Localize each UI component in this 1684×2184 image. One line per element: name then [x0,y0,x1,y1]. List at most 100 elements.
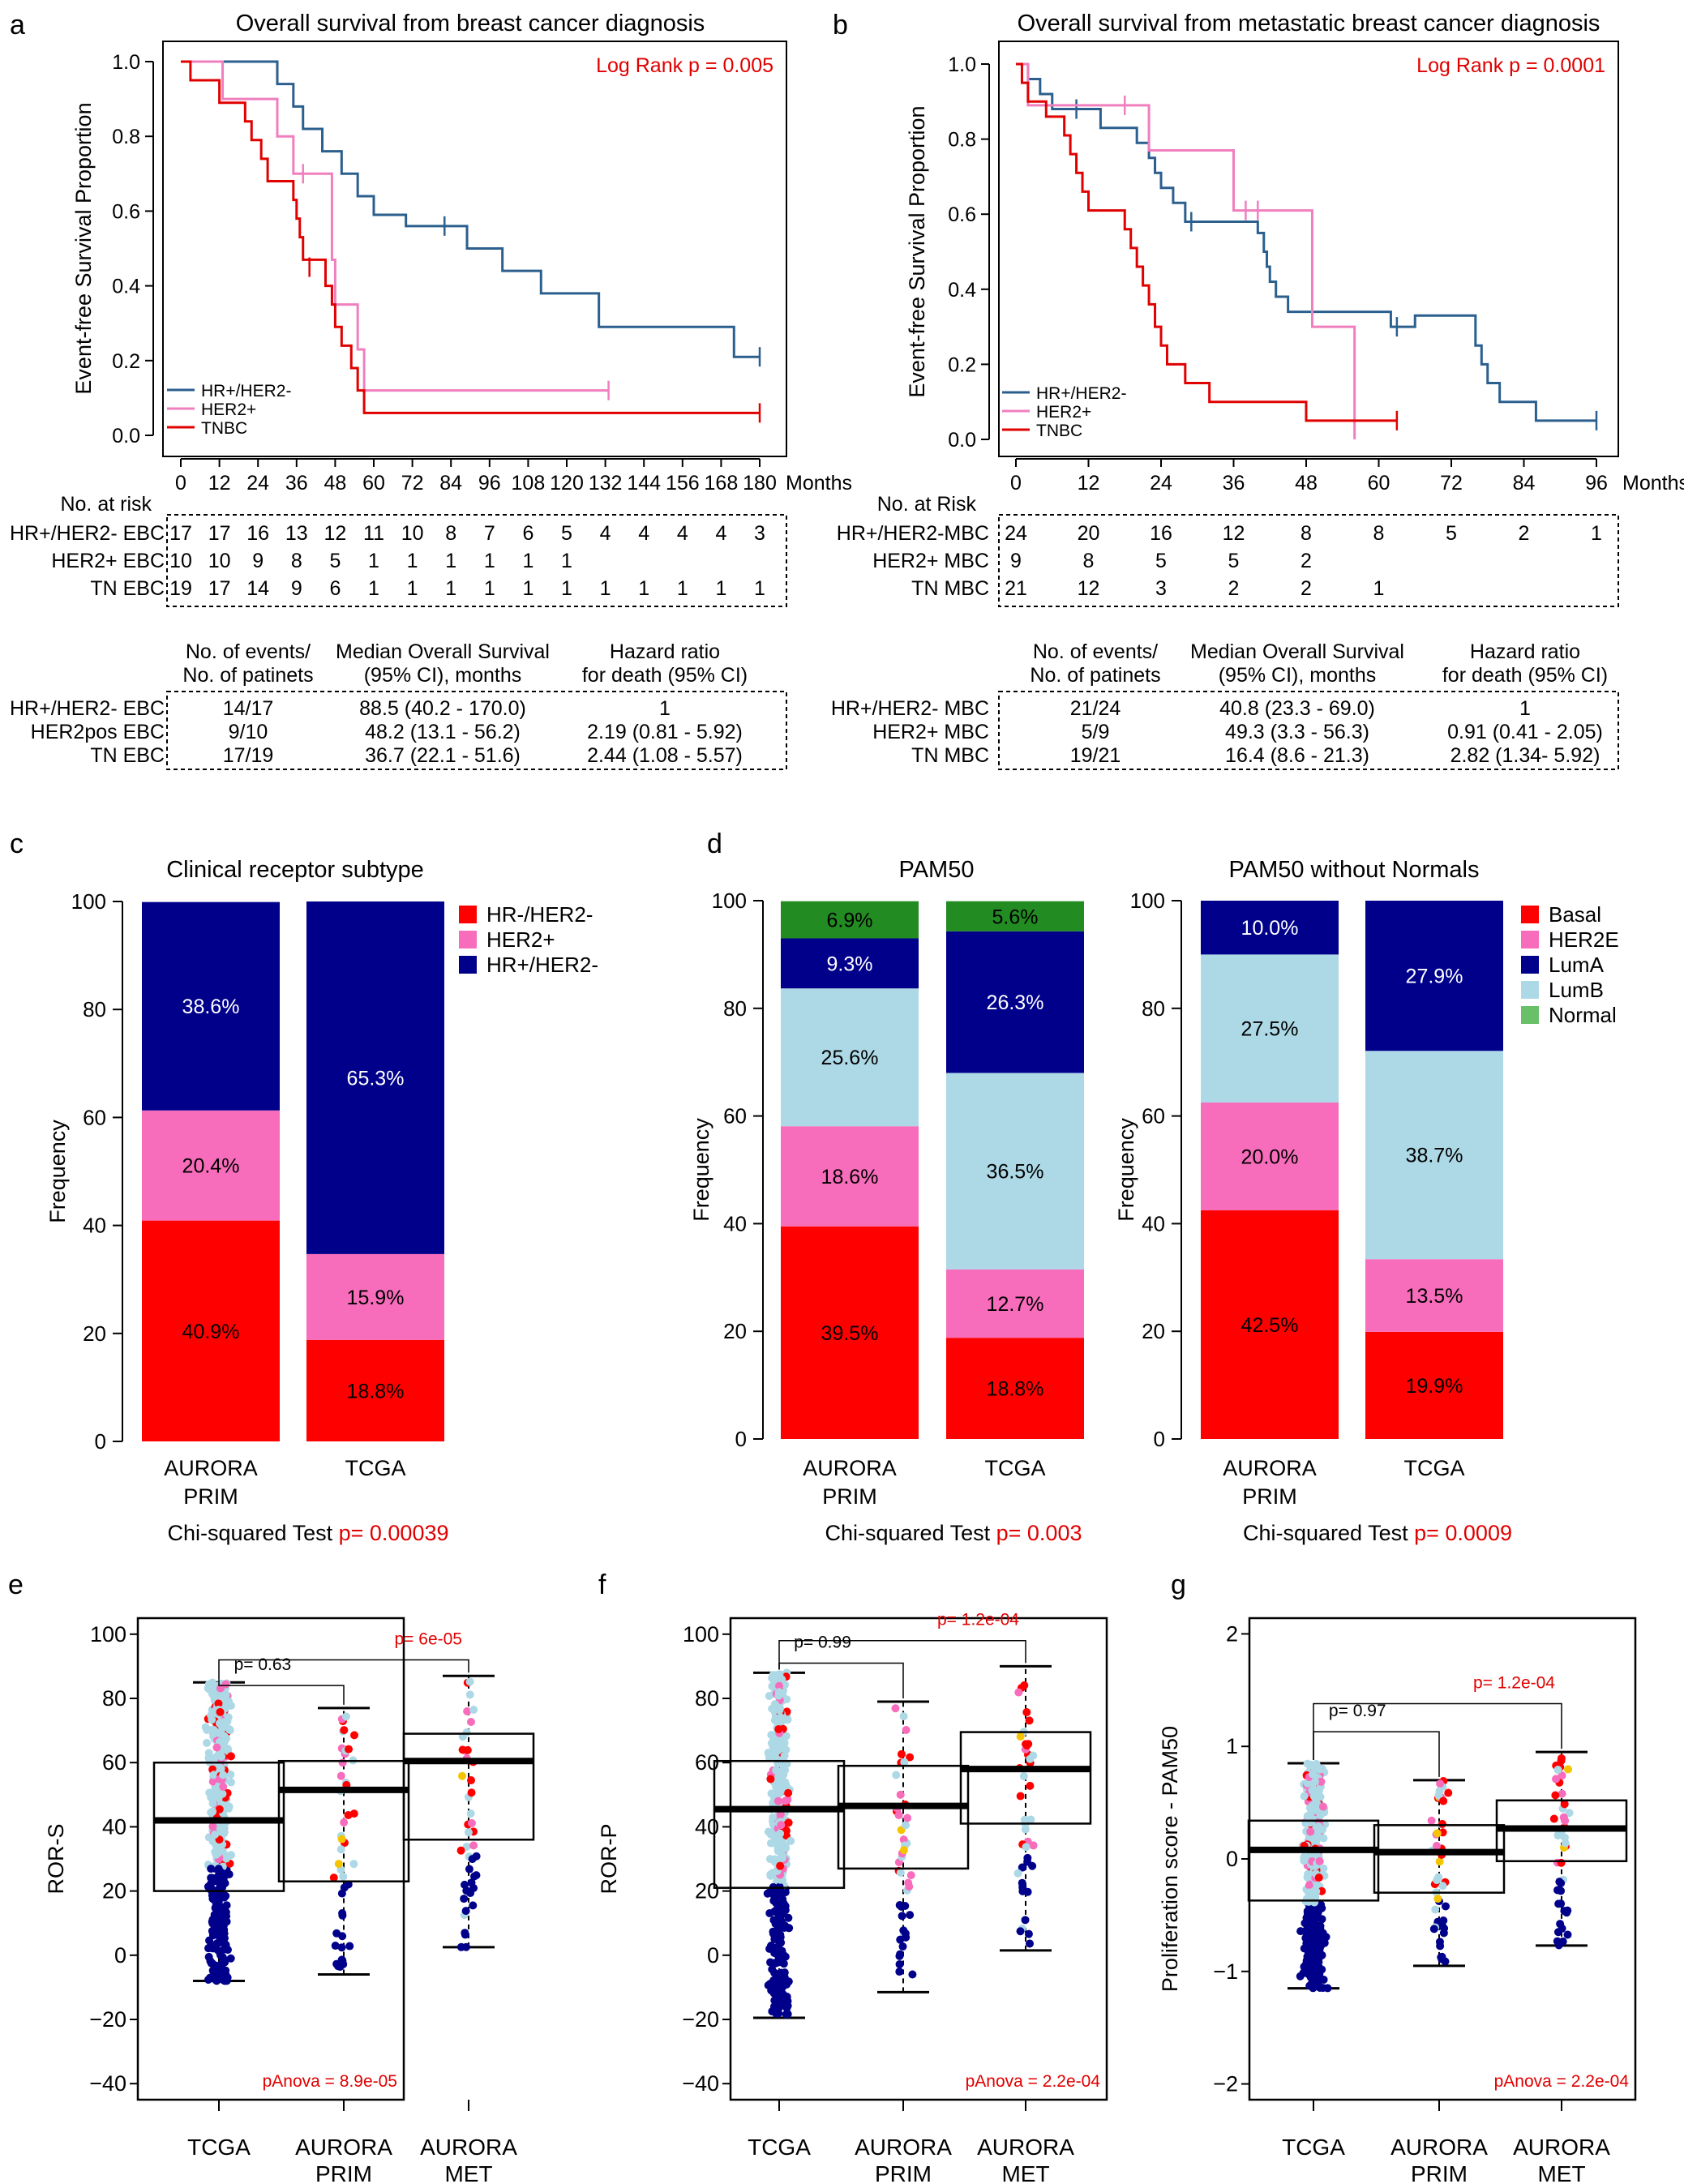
data-point [1563,1930,1572,1939]
data-point [337,1835,346,1844]
data-point [784,1788,793,1797]
stats-value: 17/19 [223,744,274,767]
legend-label: HR-/HER2- [486,902,593,927]
data-point [1029,1841,1038,1850]
bar-segment-LumA [946,931,1084,1073]
data-point [900,1758,909,1766]
stats-value: 5/9 [1082,721,1110,743]
data-point [220,1925,229,1934]
data-point [345,1942,354,1951]
data-point [1438,1819,1446,1828]
test-p-value: p= 0.0009 [1414,1521,1512,1545]
risk-value: 1 [638,577,649,600]
data-point [1025,1716,1034,1725]
data-point [1306,1827,1315,1836]
risk-value: 7 [484,522,495,545]
x-tick-label: 108 [512,472,546,495]
data-point [892,1771,901,1779]
category-label: MET [444,2161,492,2184]
legend-swatch [1521,981,1539,999]
risk-value: 8 [1083,550,1095,572]
data-point [338,1758,347,1767]
data-point [902,1725,911,1734]
box-outline [1247,1819,1380,1902]
data-point [778,1758,787,1766]
data-point [1303,1812,1312,1821]
risk-row-label: TN EBC [90,577,165,600]
risk-value: 1 [561,577,572,600]
stats-header: No. of events/ [1033,640,1158,663]
data-point [901,1901,910,1910]
stats-row-label: HER2pos EBC [31,721,165,743]
risk-value: 12 [1078,577,1100,600]
risk-value: 5 [329,550,341,572]
data-point [774,1688,783,1697]
data-point [334,1860,343,1869]
data-point [467,1878,476,1887]
data-point [345,1745,354,1754]
data-point [221,1736,229,1745]
data-point [338,1932,347,1941]
data-point [1439,1916,1448,1925]
data-point [340,1726,349,1735]
y-tick-label: 0 [1226,1847,1238,1871]
risk-value: 1 [368,550,379,572]
data-point [786,1836,795,1845]
stats-value: 2.82 (1.34- 5.92) [1450,744,1600,767]
bar-value-label: 20.0% [1241,1146,1299,1168]
category-label: AURORA [977,2135,1074,2160]
risk-value: 1 [715,577,726,600]
box-outline [277,1759,410,1882]
data-point [779,1770,788,1779]
data-point [212,1976,221,1985]
survival-curve-HER2+ [181,60,609,392]
data-point [1319,1864,1328,1873]
legend-swatch [459,956,477,974]
bar-segment-Basal [946,1338,1084,1439]
data-point [766,1958,775,1967]
data-point [208,1799,217,1808]
bar-segment-LumA [1201,901,1339,955]
data-point [774,1724,783,1733]
data-point [784,1977,793,1986]
y-tick-label: −20 [682,2007,719,2032]
y-tick-label: 0.2 [112,350,140,373]
chart-title: Overall survival from metastatic breast … [1018,11,1600,36]
bar-value-label: 12.7% [987,1293,1044,1316]
data-point [472,1852,481,1861]
stats-header: Hazard ratio [1470,640,1580,663]
comparison-bracket [1313,1731,1440,1777]
category-label: AURORA [803,1456,897,1480]
data-point [1310,1777,1319,1786]
y-tick-label: 0 [114,1943,126,1968]
data-point [218,1971,227,1980]
x-tick-label: 84 [1513,472,1536,495]
plot-frame [136,1617,405,2101]
stats-value: 2.44 (1.08 - 5.57) [587,744,743,767]
data-point [331,1942,340,1951]
bar-value-label: 10.0% [1241,917,1299,940]
y-tick-label: 0.6 [948,203,976,226]
bar-value-label: 15.9% [347,1287,405,1309]
y-tick-label: 0.4 [948,279,976,302]
data-point [783,1715,792,1724]
y-tick-label: 0 [1154,1427,1165,1451]
data-point [1444,1788,1453,1797]
y-tick-label: 40 [723,1211,747,1235]
category-label: MET [1537,2161,1585,2184]
panel-label: c [10,829,24,859]
data-point [1313,1831,1322,1840]
data-point [214,1699,223,1708]
box-outline [713,1759,846,1889]
comparison-bracket [218,1659,469,1680]
stats-value: 49.3 (3.3 - 56.3) [1225,721,1369,743]
data-point [219,1783,228,1792]
plot-frame [162,41,787,457]
data-point [332,1959,341,1968]
data-point [462,1728,471,1736]
bar-segment-HR-/HER2- [142,1220,280,1441]
data-point [1311,1951,1320,1960]
risk-value: 1 [1373,577,1385,600]
